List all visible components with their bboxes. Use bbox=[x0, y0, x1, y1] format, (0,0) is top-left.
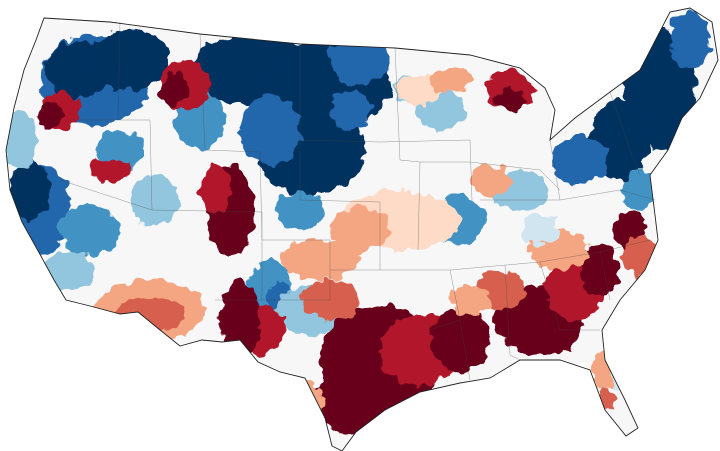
anomaly-region bbox=[450, 285, 490, 315]
anomaly-region bbox=[60, 205, 120, 255]
anomaly-region bbox=[495, 88, 525, 112]
anomaly-region bbox=[622, 170, 658, 210]
anomaly-region bbox=[315, 365, 385, 435]
anomaly-region bbox=[10, 160, 50, 220]
anomaly-region bbox=[90, 158, 130, 182]
anomaly-region bbox=[330, 90, 370, 130]
anomaly-region bbox=[552, 135, 608, 185]
anomaly-region bbox=[275, 192, 325, 228]
anomaly-regions bbox=[6, 8, 718, 451]
anomaly-region bbox=[38, 103, 62, 127]
anomaly-region bbox=[522, 215, 558, 245]
anomaly-region bbox=[470, 165, 510, 195]
anomaly-region bbox=[200, 165, 230, 215]
anomaly-region bbox=[45, 250, 95, 290]
anomaly-region bbox=[90, 30, 170, 90]
anomaly-region bbox=[330, 208, 390, 252]
anomaly-region bbox=[240, 95, 300, 165]
anomaly-region bbox=[160, 75, 190, 105]
state-boundaries bbox=[59, 21, 656, 381]
anomaly-region bbox=[130, 175, 180, 225]
anomaly-region bbox=[670, 10, 710, 70]
anomaly-region bbox=[430, 68, 470, 92]
anomaly-region bbox=[580, 245, 620, 295]
anomaly-region bbox=[280, 240, 360, 280]
